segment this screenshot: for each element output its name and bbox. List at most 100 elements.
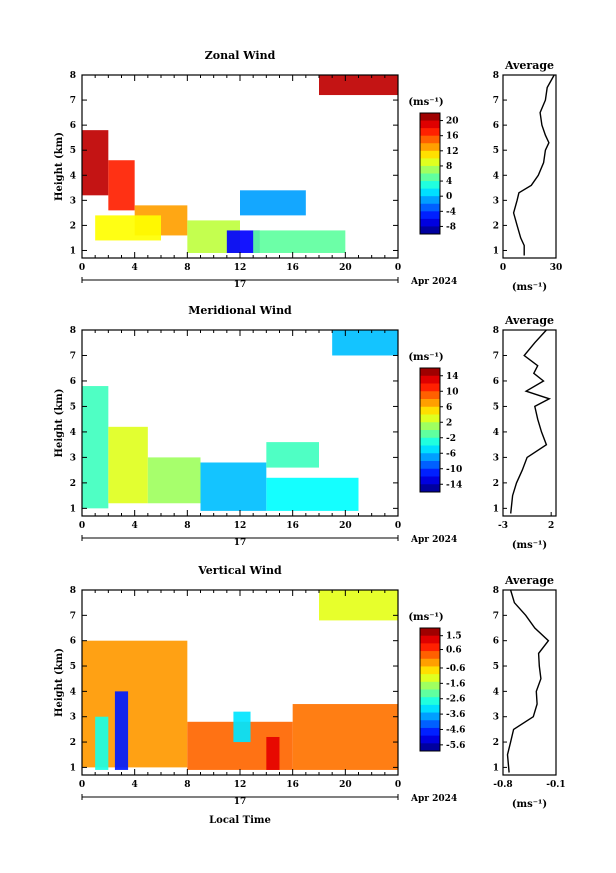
x-tick-label: 0 [395, 780, 401, 790]
average-y-tick-label: 8 [493, 71, 499, 81]
average-y-tick-label: 8 [493, 326, 499, 336]
heatmap-region [82, 386, 109, 509]
colorbar-swatch [420, 468, 440, 477]
date-day-label: 17 [234, 797, 247, 807]
x-tick-label: 16 [286, 521, 299, 531]
colorbar-swatch [420, 635, 440, 644]
colorbar-swatch [420, 173, 440, 182]
heatmap-region [82, 130, 109, 196]
heatmap-regions [82, 330, 398, 511]
average-x-tick-label: 0 [500, 263, 506, 273]
colorbar-swatch [420, 437, 440, 446]
y-tick-label: 5 [70, 146, 76, 156]
colorbar-swatch [420, 681, 440, 690]
colorbar-tick-label: -14 [446, 480, 462, 490]
y-tick-label: 7 [70, 351, 76, 361]
average-title: Average [504, 314, 554, 327]
colorbar-swatch [420, 735, 440, 744]
colorbar-swatch [420, 181, 440, 190]
colorbar-swatch [420, 120, 440, 129]
y-tick-label: 3 [70, 453, 76, 463]
heatmap-regions [82, 590, 398, 770]
heatmap-region [95, 716, 109, 770]
heatmap-regions [82, 75, 398, 253]
heatmap-region [266, 477, 359, 511]
x-tick-label: 20 [339, 521, 352, 531]
average-y-tick-label: 1 [493, 246, 499, 256]
colorbar-swatch [420, 476, 440, 485]
colorbar-swatch [420, 218, 440, 227]
panel-title: Vertical Wind [197, 564, 282, 577]
heatmap-region [200, 462, 267, 511]
y-tick-label: 5 [70, 402, 76, 412]
colorbar-tick-label: -5.6 [446, 741, 465, 751]
colorbar-swatch [420, 666, 440, 675]
x-tick-label: 4 [132, 780, 138, 790]
average-y-tick-label: 7 [493, 351, 499, 361]
colorbar-tick-label: 2 [446, 418, 452, 428]
y-tick-label: 4 [70, 428, 76, 438]
colorbar-swatch [420, 697, 440, 706]
y-tick-label: 1 [70, 246, 76, 256]
y-tick-label: 5 [70, 662, 76, 672]
y-axis-label: Height (km) [54, 132, 65, 201]
y-tick-label: 8 [70, 71, 76, 81]
heatmap-region [108, 160, 135, 211]
y-tick-label: 3 [70, 196, 76, 206]
x-tick-label: 0 [79, 263, 85, 273]
average-x-tick-label: 2 [548, 521, 554, 531]
heatmap-region [240, 190, 306, 216]
average-y-tick-label: 5 [493, 146, 499, 156]
x-tick-label: 16 [286, 263, 299, 273]
average-y-tick-label: 4 [493, 428, 499, 438]
average-frame [502, 74, 557, 259]
colorbar-unit: (ms⁻¹) [408, 612, 443, 623]
average-y-tick-label: 7 [493, 96, 499, 106]
y-tick-label: 6 [70, 121, 76, 131]
x-tick-label: 0 [79, 521, 85, 531]
average-x-tick-label: -0.1 [546, 780, 565, 790]
average-x-tick-label: -3 [498, 521, 508, 531]
x-tick-label: 8 [184, 521, 190, 531]
colorbar-frame [419, 627, 441, 752]
colorbar-tick-label: -1.6 [446, 679, 465, 689]
heatmap-region [108, 426, 148, 504]
date-day-label: 17 [234, 280, 247, 290]
colorbar-tick-label: 4 [446, 177, 452, 187]
colorbar-tick-label: -6 [446, 449, 456, 459]
average-y-tick-label: 5 [493, 402, 499, 412]
heatmap-region [292, 704, 398, 770]
average-profile-line [512, 74, 555, 256]
average-x-tick-label: 30 [550, 263, 563, 273]
average-profile-line [506, 589, 550, 773]
date-month-label: Apr 2024 [410, 535, 457, 545]
average-x-label: (ms⁻¹) [512, 540, 547, 551]
colorbar-tick-label: -8 [446, 222, 456, 232]
colorbar-tick-label: 6 [446, 403, 452, 413]
colorbar-swatch [420, 445, 440, 454]
x-tick-label: 0 [395, 263, 401, 273]
average-x-tick-label: -0.8 [493, 780, 512, 790]
colorbar-swatch [420, 414, 440, 423]
colorbar-tick-label: 12 [446, 147, 459, 157]
heatmap-region [95, 215, 161, 241]
y-tick-label: 8 [70, 326, 76, 336]
average-y-tick-label: 8 [493, 586, 499, 596]
y-axis-label: Height (km) [54, 648, 65, 717]
average-y-tick-label: 1 [493, 763, 499, 773]
average-y-tick-label: 2 [493, 221, 499, 231]
panel-title: Meridional Wind [188, 304, 292, 317]
colorbar-swatch [420, 658, 440, 667]
colorbar-swatch [420, 628, 440, 637]
x-tick-label: 12 [234, 780, 247, 790]
x-tick-label: 12 [234, 263, 247, 273]
colorbar-frame [419, 112, 441, 235]
colorbar-swatch [420, 422, 440, 431]
x-axis-label: Local Time [209, 815, 271, 826]
colorbar-swatch [420, 430, 440, 439]
average-y-tick-label: 6 [493, 377, 499, 387]
colorbar-swatch [420, 674, 440, 683]
colorbar-tick-label: 1.5 [446, 632, 462, 642]
colorbar-swatch [420, 188, 440, 197]
